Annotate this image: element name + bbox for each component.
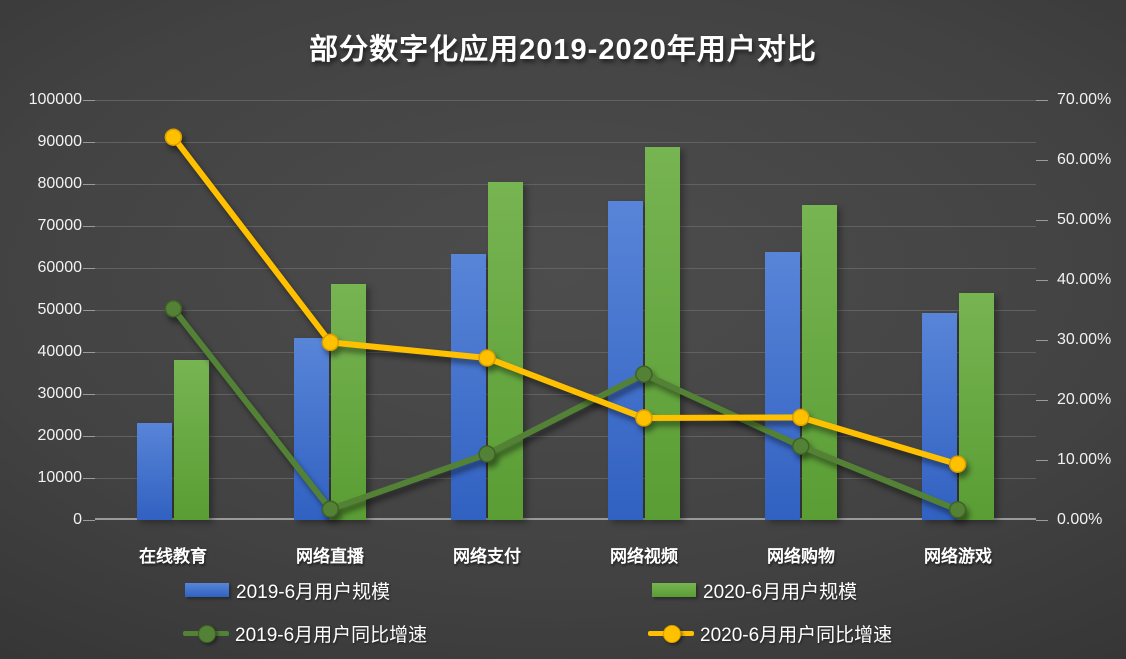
legend-label: 2019-6月用户规模 xyxy=(236,581,391,603)
gridline xyxy=(95,394,1036,395)
left-axis-tick xyxy=(83,268,95,269)
right-axis-tick xyxy=(1036,340,1048,341)
legend-bar-swatch xyxy=(185,583,229,597)
marker-2019-6月用户同比增速-网络直播[interactable] xyxy=(321,500,340,518)
marker-2019-6月用户同比增速-在线教育[interactable] xyxy=(164,300,183,318)
gridline xyxy=(95,184,1036,185)
bar-2020-6月用户规模-网络游戏[interactable] xyxy=(959,293,994,520)
left-axis-tick xyxy=(83,184,95,185)
bar-2019-6月用户规模-网络游戏[interactable] xyxy=(922,313,957,520)
gridline xyxy=(95,478,1036,479)
chart-title: 部分数字化应用2019-2020年用户对比 xyxy=(309,34,817,66)
legend-marker-icon xyxy=(198,625,216,643)
bar-2020-6月用户规模-在线教育[interactable] xyxy=(174,360,209,520)
legend-item-2019-6月用户同比增速[interactable]: 2019-6月用户同比增速 xyxy=(183,621,428,646)
right-axis-tick xyxy=(1036,160,1048,161)
left-axis-tick-label: 10000 xyxy=(37,469,83,486)
right-axis-tick xyxy=(1036,280,1048,281)
left-axis-tick xyxy=(83,142,95,143)
marker-2019-6月用户同比增速-网络购物[interactable] xyxy=(792,437,810,455)
bar-2020-6月用户规模-网络视频[interactable] xyxy=(645,147,680,520)
legend-marker-icon xyxy=(663,625,681,643)
legend-bar-swatch xyxy=(652,583,696,597)
gridline xyxy=(95,268,1036,269)
right-axis-tick-label: 30.00% xyxy=(1057,331,1112,348)
legend-label: 2019-6月用户同比增速 xyxy=(235,624,428,646)
legend-line-swatch xyxy=(183,624,229,643)
left-axis-tick-label: 30000 xyxy=(37,385,83,402)
left-axis-tick xyxy=(83,352,95,353)
line-series-2019-6月用户同比增速[interactable] xyxy=(164,300,967,519)
left-axis-tick xyxy=(83,520,95,521)
right-axis-tick xyxy=(1036,100,1048,101)
gridline xyxy=(95,100,1036,101)
left-axis-tick-label: 70000 xyxy=(37,217,83,234)
left-axis-tick-label: 60000 xyxy=(37,259,83,276)
right-axis-tick xyxy=(1036,460,1048,461)
category-label-网络视频: 网络视频 xyxy=(610,547,678,566)
marker-2020-6月用户同比增速-在线教育[interactable] xyxy=(164,128,183,146)
legend-line-swatch xyxy=(648,624,694,643)
category-label-网络支付: 网络支付 xyxy=(453,547,521,566)
marker-2019-6月用户同比增速-网络游戏[interactable] xyxy=(948,501,967,519)
left-axis-tick xyxy=(83,226,95,227)
line-series-2020-6月用户同比增速[interactable] xyxy=(164,128,967,473)
left-axis-tick xyxy=(83,436,95,437)
gridline xyxy=(95,142,1036,143)
left-axis-tick xyxy=(83,100,95,101)
bar-2019-6月用户规模-网络支付[interactable] xyxy=(451,254,486,520)
left-axis-tick-label: 40000 xyxy=(37,343,83,360)
bar-2020-6月用户规模-网络支付[interactable] xyxy=(488,182,523,520)
right-axis-tick-label: 50.00% xyxy=(1057,211,1112,228)
left-axis-tick-label: 20000 xyxy=(37,427,83,444)
left-axis-tick-label: 50000 xyxy=(37,301,83,318)
bar-2019-6月用户规模-网络购物[interactable] xyxy=(765,252,800,520)
category-label-网络游戏: 网络游戏 xyxy=(924,547,992,566)
x-axis-line xyxy=(95,518,1036,520)
right-axis-tick-label: 20.00% xyxy=(1057,391,1112,408)
legend-item-2019-6月用户规模[interactable]: 2019-6月用户规模 xyxy=(185,578,391,603)
legend-label: 2020-6月用户规模 xyxy=(703,581,858,603)
bar-2020-6月用户规模-网络购物[interactable] xyxy=(802,205,837,520)
category-label-在线教育: 在线教育 xyxy=(139,547,207,566)
left-axis-tick-label: 90000 xyxy=(37,133,83,150)
bar-2019-6月用户规模-网络视频[interactable] xyxy=(608,201,643,520)
right-axis-tick-label: 0.00% xyxy=(1057,511,1103,528)
marker-2019-6月用户同比增速-网络视频[interactable] xyxy=(635,365,653,383)
legend-item-2020-6月用户规模[interactable]: 2020-6月用户规模 xyxy=(652,578,858,603)
right-axis-tick-label: 70.00% xyxy=(1057,91,1112,108)
left-axis-tick xyxy=(83,310,95,311)
left-axis-tick-label: 80000 xyxy=(37,175,83,192)
right-axis-tick-label: 40.00% xyxy=(1057,271,1112,288)
gridline xyxy=(95,226,1036,227)
left-axis-tick-label: 100000 xyxy=(28,91,82,108)
plot-area xyxy=(95,100,1036,520)
left-axis-tick xyxy=(83,394,95,395)
legend-item-2020-6月用户同比增速[interactable]: 2020-6月用户同比增速 xyxy=(648,621,893,646)
right-axis-tick xyxy=(1036,520,1048,521)
marker-2019-6月用户同比增速-网络支付[interactable] xyxy=(478,445,496,463)
marker-2020-6月用户同比增速-网络购物[interactable] xyxy=(792,408,810,427)
marker-2020-6月用户同比增速-网络视频[interactable] xyxy=(635,409,653,427)
marker-2020-6月用户同比增速-网络游戏[interactable] xyxy=(948,455,967,473)
left-axis-tick-label: 0 xyxy=(73,511,82,528)
bar-2020-6月用户规模-网络直播[interactable] xyxy=(331,284,366,520)
gridline xyxy=(95,436,1036,437)
bar-2019-6月用户规模-在线教育[interactable] xyxy=(137,423,172,520)
right-axis-tick-label: 10.00% xyxy=(1057,451,1112,468)
right-axis-tick-label: 60.00% xyxy=(1057,151,1112,168)
right-axis-tick xyxy=(1036,400,1048,401)
gridline xyxy=(95,352,1036,353)
marker-2020-6月用户同比增速-网络直播[interactable] xyxy=(321,333,340,352)
lines-layer xyxy=(164,128,967,519)
gridline xyxy=(95,310,1036,311)
right-axis-tick xyxy=(1036,220,1048,221)
category-label-网络购物: 网络购物 xyxy=(767,547,835,566)
left-axis-tick xyxy=(83,478,95,479)
marker-2020-6月用户同比增速-网络支付[interactable] xyxy=(478,349,496,367)
category-label-网络直播: 网络直播 xyxy=(296,547,364,566)
legend-label: 2020-6月用户同比增速 xyxy=(700,624,893,646)
